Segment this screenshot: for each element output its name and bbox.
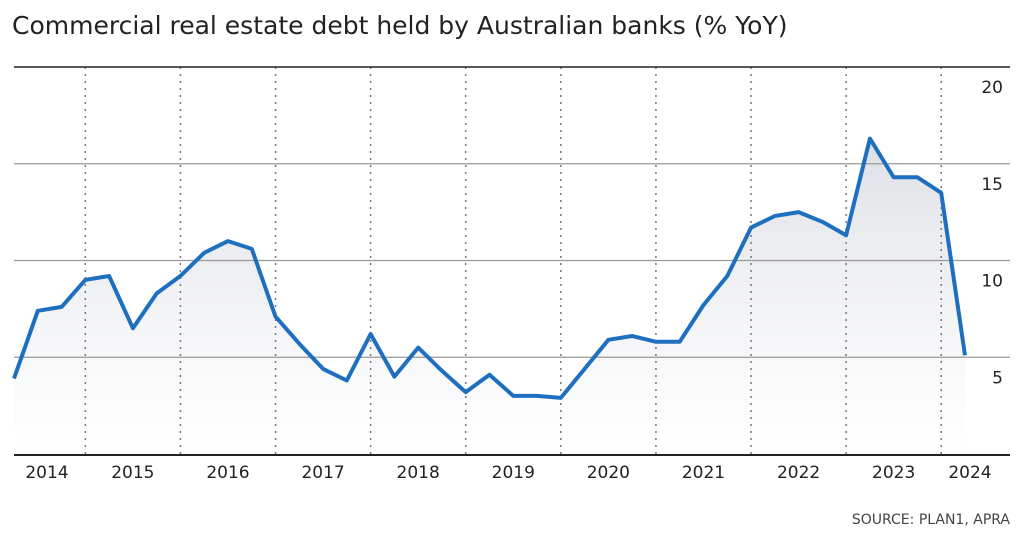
source: SOURCE: PLAN1, APRA — [852, 512, 1011, 528]
y-tick-label: 20 — [981, 78, 1003, 98]
y-tick-label: 10 — [981, 272, 1003, 292]
x-tick-label: 2018 — [397, 463, 440, 483]
x-tick-label: 2024 — [948, 463, 991, 483]
x-tick-label: 2023 — [872, 463, 915, 483]
x-tick-label: 2019 — [492, 463, 535, 483]
x-tick-label: 2020 — [587, 463, 630, 483]
line — [12, 136, 967, 400]
chart-title: Commercial real estate debt held by Aust… — [12, 11, 788, 40]
x-tick-label: 2021 — [682, 463, 725, 483]
y-tick-label: 5 — [992, 368, 1003, 388]
x-tick-label: 2022 — [777, 463, 820, 483]
x-tick-label: 2016 — [206, 463, 249, 483]
area — [14, 138, 965, 454]
y-tick-label: 15 — [981, 175, 1003, 195]
x-tick-label: 2017 — [301, 463, 344, 483]
x-tick-label: 2014 — [25, 463, 68, 483]
x-tick-label: 2015 — [111, 463, 154, 483]
